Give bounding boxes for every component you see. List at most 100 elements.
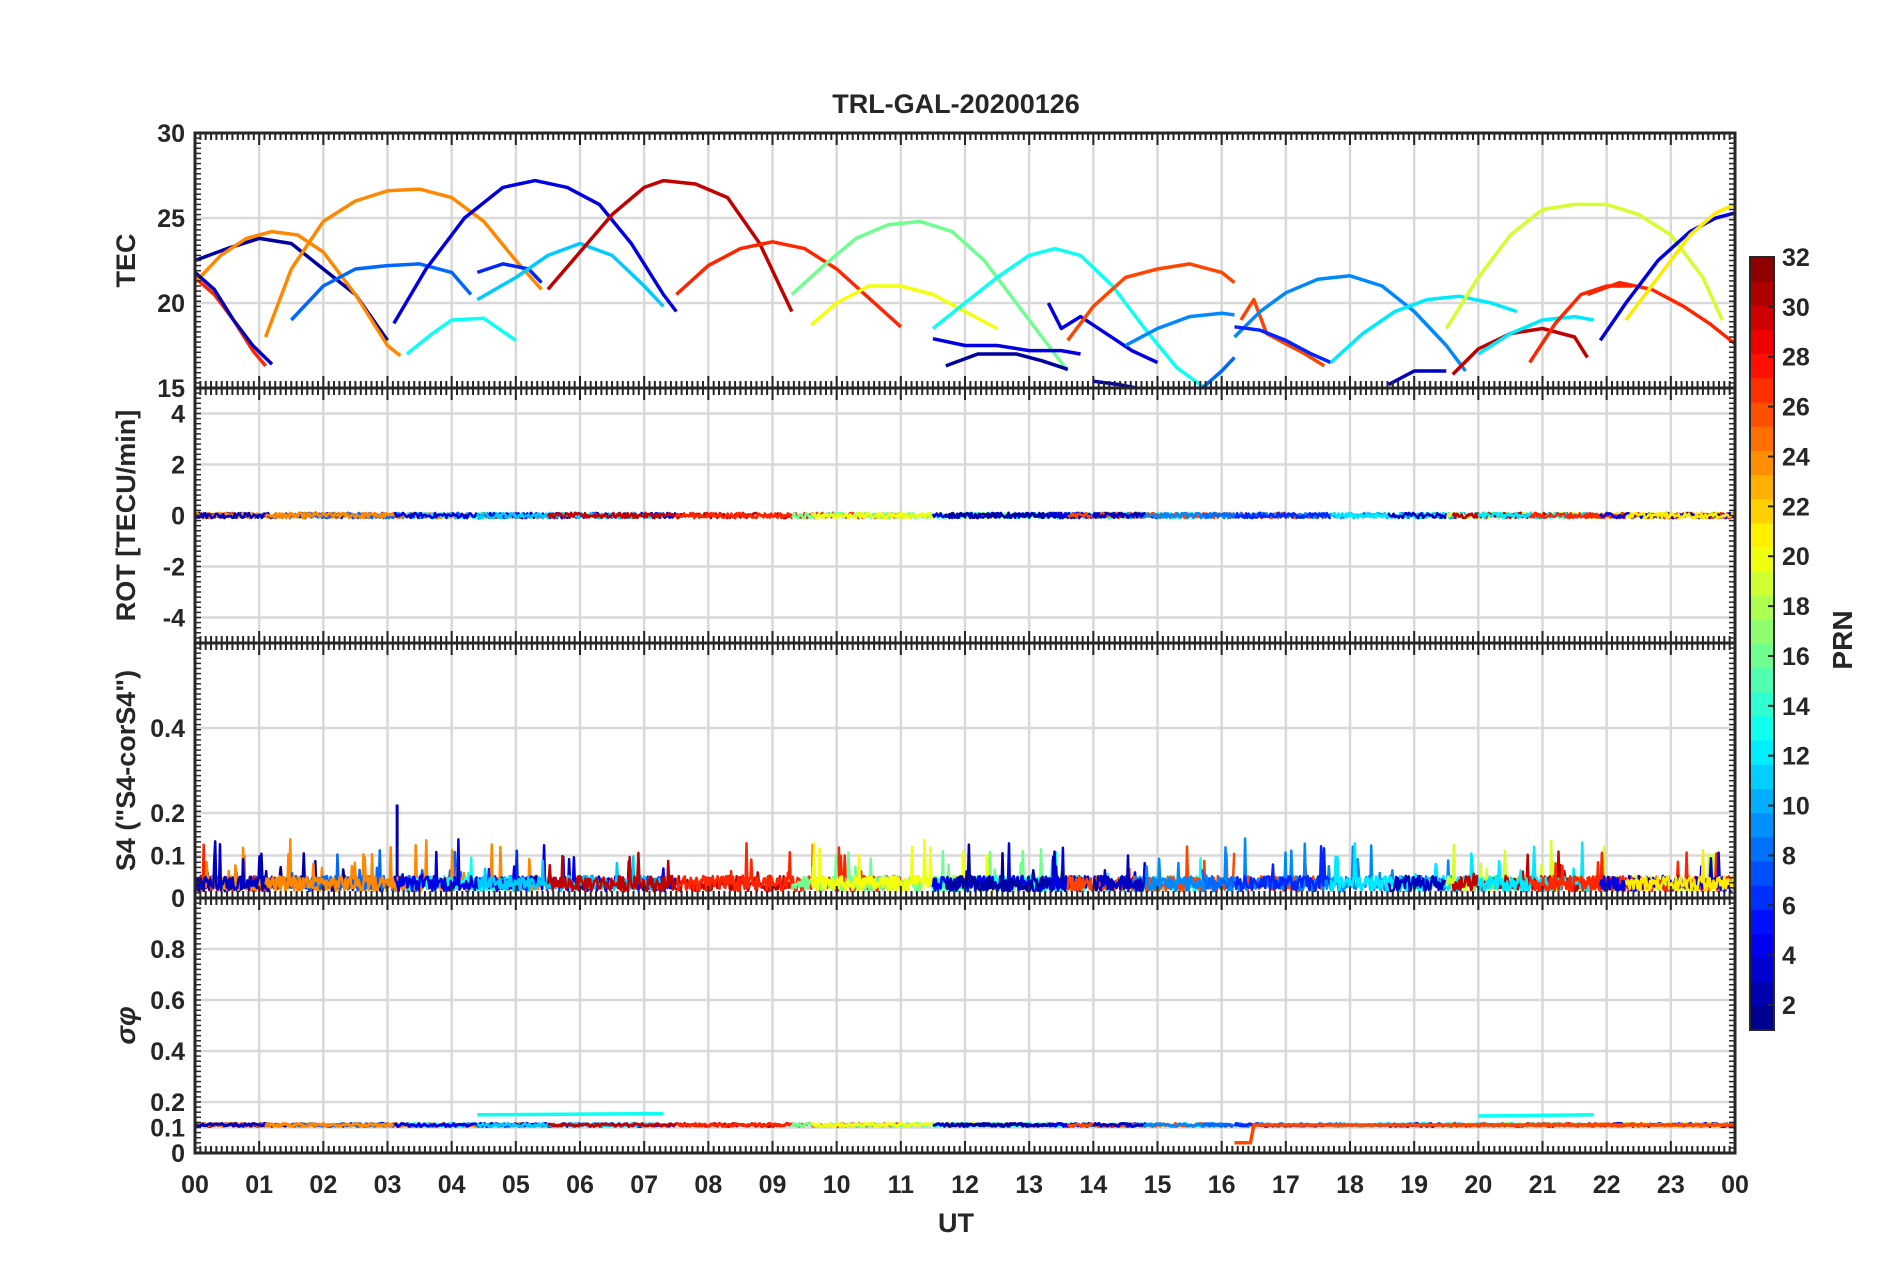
x-tick-label: 02 — [309, 1171, 337, 1199]
y-axis-label: TEC — [111, 234, 141, 288]
s4-series-prn-3 — [1387, 874, 1447, 893]
sigma-series-prn-26 — [1234, 1123, 1735, 1145]
panel-tec: 15 20 25 30 TEC — [111, 120, 1737, 403]
colorbar-tick-label: 26 — [1782, 394, 1810, 422]
y-tick-label: 0.6 — [150, 987, 185, 1015]
s4-series-prn-4 — [1599, 851, 1735, 893]
rot-series-prn-6 — [1234, 511, 1332, 520]
x-tick-label: 22 — [1593, 1171, 1621, 1199]
y-tick-label: 25 — [157, 205, 185, 233]
colorbar-swatch — [1750, 571, 1774, 596]
x-tick-label: 17 — [1272, 1171, 1300, 1199]
x-tick-label: 07 — [630, 1171, 658, 1199]
y-axis-label: S4 ("S4-corS4") — [111, 670, 141, 871]
x-tick-label: 00 — [181, 1171, 209, 1199]
tec-series-prn-12 — [1329, 294, 1518, 364]
x-tick-label: 18 — [1336, 1171, 1364, 1199]
colorbar-swatch — [1750, 281, 1774, 306]
tec-series-prn-12 — [1477, 314, 1595, 356]
tec-series-prn-26 — [1239, 297, 1326, 368]
y-tick-label: -2 — [163, 554, 185, 582]
rot-series-prn-2 — [944, 511, 1069, 520]
colorbar-swatch — [1750, 474, 1774, 500]
x-tick-label: 16 — [1208, 1171, 1236, 1199]
tec-series-prn-9 — [1233, 274, 1467, 373]
s4-series-prn-12 — [1477, 841, 1595, 893]
colorbar-swatch — [1750, 305, 1774, 331]
colorbar-swatch — [1750, 740, 1774, 765]
y-tick-label: 0.2 — [150, 800, 185, 828]
colorbar-swatch — [1750, 595, 1774, 620]
tec-series-prn-4 — [1598, 211, 1735, 342]
rot-series-prn-3 — [195, 511, 272, 520]
colorbar-swatch — [1750, 329, 1774, 355]
data-layer — [195, 511, 1735, 520]
y-tick-label: 30 — [157, 120, 185, 148]
tec-series-prn-4 — [392, 178, 678, 325]
colorbar-frame — [1749, 256, 1775, 1031]
panel-s4: 0 0.1 0.2 0.4 S4 ("S4-corS4") — [111, 641, 1737, 913]
panel-rot: -4 -2 0 2 4 ROT [TECU/min] — [111, 386, 1737, 645]
x-tick-label: 06 — [566, 1171, 594, 1199]
colorbar-swatch — [1750, 764, 1774, 790]
y-axis-label: ROT [TECU/min] — [111, 410, 141, 621]
colorbar-tick-label: 28 — [1782, 344, 1810, 372]
grid — [195, 643, 1735, 898]
axes-frame — [193, 896, 1737, 1155]
y-axis-label: σφ — [110, 1006, 141, 1044]
colorbar-swatch — [1750, 836, 1774, 862]
colorbar-swatch — [1750, 957, 1774, 983]
sigma-series-prn-3 — [195, 1121, 272, 1128]
y-tick-label: 15 — [157, 375, 185, 403]
tec-series-prn-30 — [546, 178, 794, 313]
colorbar-swatch — [1750, 788, 1774, 814]
sigma-series-prn-13 — [477, 1111, 664, 1117]
tec-series-prn-30 — [1451, 326, 1589, 376]
tec-series-prn-24 — [263, 187, 543, 338]
tec-series-prn-2 — [945, 352, 1069, 371]
s4-series-prn-21 — [1624, 848, 1735, 893]
tec-series-prn-20 — [809, 284, 998, 331]
sigma-series-prn-13 — [1478, 1113, 1594, 1118]
colorbar-swatch — [1750, 377, 1774, 403]
colorbar-swatch — [1750, 715, 1774, 741]
x-tick-label: 00 — [1721, 1171, 1749, 1199]
s4-series-prn-3 — [1092, 854, 1146, 893]
sigma-series-prn-2 — [945, 1122, 1068, 1128]
y-tick-label: 2 — [171, 452, 185, 480]
x-axis-label: UT — [938, 1208, 974, 1238]
colorbar-swatch — [1750, 981, 1774, 1007]
tec-series-prn-8 — [1201, 356, 1236, 388]
data-layer — [195, 1111, 1735, 1145]
data-layer — [195, 178, 1735, 388]
colorbar-tick-label: 4 — [1782, 942, 1796, 970]
y-tick-label: 0.4 — [150, 715, 185, 743]
tec-series-prn-6 — [476, 262, 543, 284]
colorbar-swatch — [1750, 450, 1774, 476]
tec-series-prn-19 — [1444, 202, 1724, 330]
x-tick-label: 23 — [1657, 1171, 1685, 1199]
x-axis-labels: 00 01 02 03 04 05 06 07 08 09 10 11 12 13 14 15 16 17 18 19… — [181, 1171, 1749, 1199]
x-tick-label: 19 — [1400, 1171, 1428, 1199]
colorbar-swatch — [1750, 667, 1774, 693]
colorbar-swatch — [1750, 933, 1774, 959]
colorbar-swatch — [1750, 812, 1774, 838]
x-tick-label: 09 — [759, 1171, 787, 1199]
colorbar-tick-label: 8 — [1782, 842, 1796, 870]
y-tick-label: 0 — [171, 885, 185, 913]
x-tick-label: 04 — [438, 1171, 466, 1199]
y-tick-label: 0 — [171, 503, 185, 531]
x-tick-label: 21 — [1529, 1171, 1557, 1199]
tec-series-prn-26 — [1066, 262, 1236, 342]
tec-series-prn-3 — [1387, 369, 1447, 387]
colorbar-swatch — [1750, 257, 1774, 282]
colorbar-swatch — [1750, 426, 1774, 451]
y-tick-label: 20 — [157, 290, 185, 318]
s4-series-prn-3 — [195, 840, 274, 893]
rot-series-prn-8 — [1201, 511, 1236, 520]
colorbar-tick-label: 12 — [1782, 743, 1810, 771]
colorbar-tick-label: 2 — [1782, 992, 1796, 1020]
